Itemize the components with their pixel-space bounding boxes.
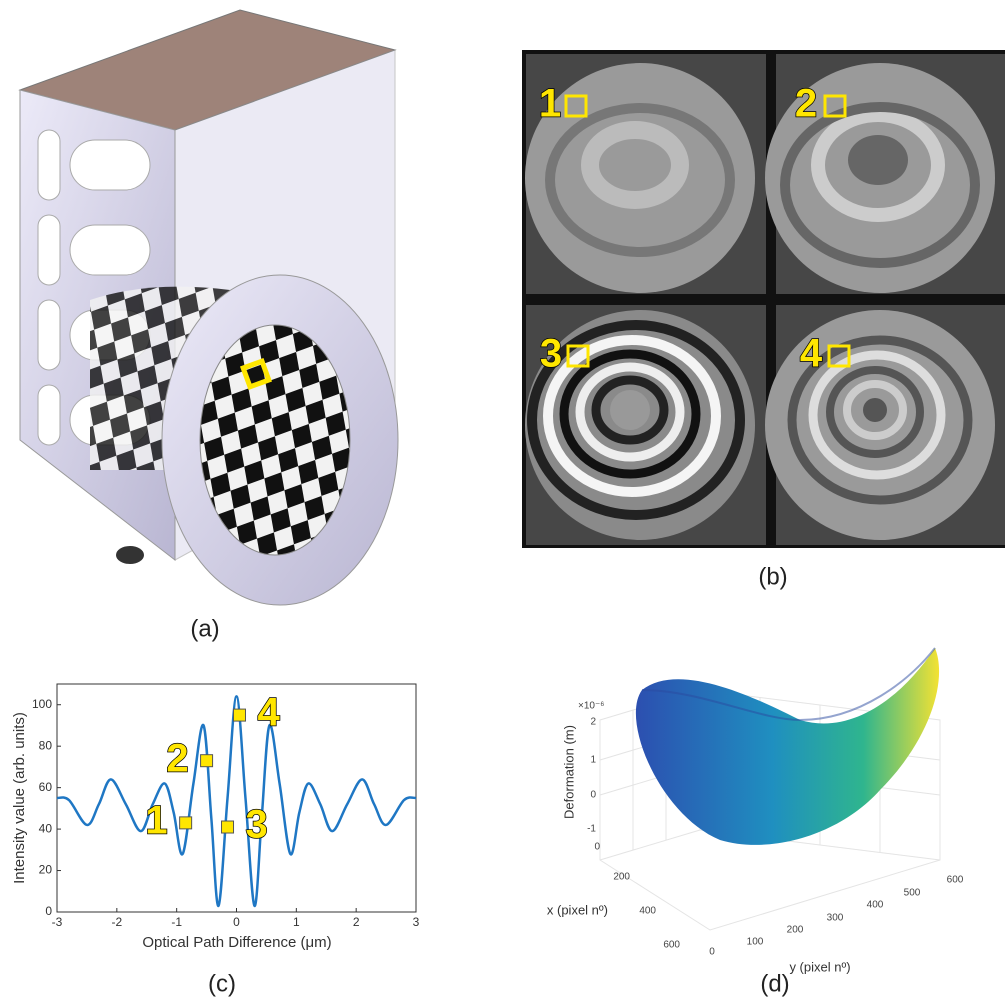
y-tick-label: 400 — [867, 900, 884, 911]
x-tick-label: 0 — [594, 842, 600, 853]
y-tick-label: 20 — [39, 863, 53, 877]
y-tick-label: 200 — [787, 925, 804, 936]
y-tick-label: 600 — [947, 875, 964, 886]
x-tick-label: 2 — [353, 915, 360, 929]
panel-label: (a) — [190, 615, 219, 642]
marker — [222, 821, 234, 833]
marker-label: 2 — [166, 736, 188, 780]
panel-label: (c) — [208, 970, 236, 997]
y-tick-label: 100 — [32, 697, 52, 711]
y-tick-label: 500 — [904, 888, 921, 899]
x-tick-label: 3 — [413, 915, 420, 929]
figure: (a) — [0, 0, 1005, 1004]
x-tick-label: -1 — [171, 915, 182, 929]
chart: Optical Path Difference (μm) Intensity v… — [11, 684, 420, 951]
y-tick-label: 100 — [747, 937, 764, 948]
x-tick-label: 200 — [613, 872, 630, 883]
y-tick-label: 0 — [709, 947, 715, 958]
x-tick-label: -3 — [52, 915, 63, 929]
x-tick-label: 0 — [233, 915, 240, 929]
x-axis-label: x (pixel nº) — [547, 902, 608, 917]
tile-label: 3 — [540, 332, 562, 376]
panel-b-fringes — [522, 50, 1005, 548]
marker — [201, 755, 213, 767]
panel-a-render — [20, 10, 398, 605]
marker — [233, 709, 245, 721]
panel-label: (d) — [760, 970, 789, 997]
z-scale: ×10⁻⁶ — [578, 701, 604, 712]
z-axis-label: Deformation (m) — [561, 725, 576, 819]
y-tick-label: 40 — [39, 821, 53, 835]
y-axis-label: Intensity value (arb. units) — [11, 712, 28, 884]
z-tick-label: -1 — [587, 824, 596, 835]
panel-d-surface — [600, 648, 940, 930]
y-tick-label: 60 — [39, 780, 53, 794]
x-axis-label: Optical Path Difference (μm) — [142, 934, 331, 951]
y-axis-label: y (pixel nº) — [789, 959, 850, 974]
z-tick-label: 1 — [590, 755, 596, 766]
x-tick-label: 600 — [663, 940, 680, 951]
x-tick-label: 400 — [639, 906, 656, 917]
x-tick-label: -2 — [111, 915, 122, 929]
z-tick-label: 2 — [590, 717, 596, 728]
marker-label: 1 — [145, 798, 167, 842]
tile-label: 1 — [539, 82, 561, 126]
tile-label: 4 — [800, 332, 823, 376]
y-tick-label: 300 — [827, 913, 844, 924]
z-tick-label: 0 — [590, 790, 596, 801]
marker-label: 4 — [257, 691, 280, 735]
x-tick-label: 1 — [293, 915, 300, 929]
panel-label: (b) — [758, 563, 787, 590]
marker — [180, 817, 192, 829]
tile-label: 2 — [795, 82, 817, 126]
marker-label: 3 — [246, 803, 268, 847]
y-tick-label: 80 — [39, 738, 53, 752]
